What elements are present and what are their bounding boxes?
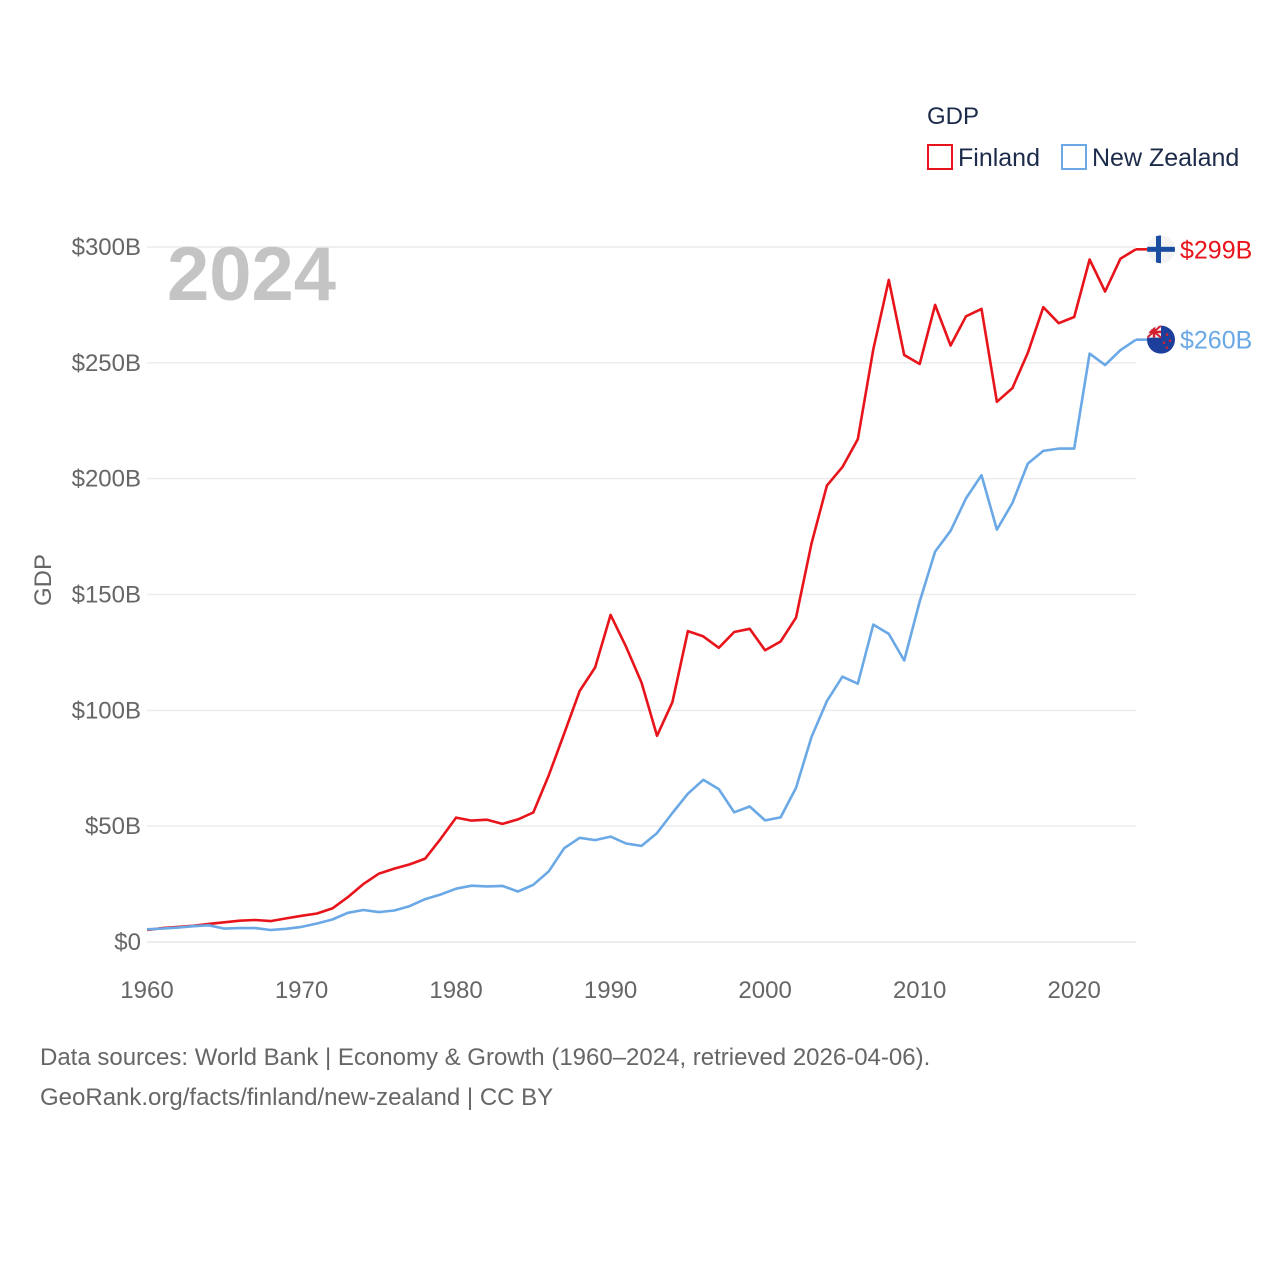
- gridlines: [147, 246, 1136, 943]
- legend: GDP Finland New Zealand: [927, 103, 1239, 172]
- end-markers: $299B $260B: [1136, 235, 1252, 355]
- end-value-label-finland: $299B: [1180, 236, 1252, 264]
- legend-item-finland[interactable]: Finland: [927, 144, 1040, 172]
- legend-title: GDP: [927, 103, 979, 130]
- x-tick-label: 1970: [275, 977, 328, 1004]
- x-tick-label: 2010: [893, 977, 946, 1004]
- y-tick-label: $0: [114, 929, 141, 956]
- new-zealand-flag-icon: [1147, 325, 1175, 354]
- source-line-2[interactable]: GeoRank.org/facts/finland/new-zealand | …: [40, 1084, 554, 1111]
- legend-swatch-finland: [927, 144, 953, 170]
- x-tick-label: 1980: [429, 977, 482, 1004]
- year-watermark: 2024: [167, 232, 336, 317]
- y-tick-label: $150B: [72, 582, 141, 609]
- legend-label-finland: Finland: [958, 144, 1040, 172]
- series-line-new-zealand[interactable]: [146, 338, 1137, 932]
- x-tick-label: 1990: [584, 977, 637, 1004]
- y-tick-label: $100B: [72, 697, 141, 724]
- finland-flag-icon: [1147, 235, 1175, 264]
- x-tick-label: 2020: [1047, 977, 1100, 1004]
- y-axis-ticks: $0 $50B $100B $150B $200B $250B $300B: [72, 234, 141, 956]
- y-tick-label: $300B: [72, 234, 141, 261]
- series-lines: [146, 248, 1137, 932]
- series-line-finland[interactable]: [146, 248, 1137, 932]
- y-tick-label: $50B: [85, 813, 141, 840]
- y-axis-title: GDP: [30, 554, 57, 606]
- x-axis-ticks: 1960 1970 1980 1990 2000 2010 2020: [120, 977, 1101, 1004]
- end-value-label-new-zealand: $260B: [1180, 327, 1252, 355]
- x-tick-label: 1960: [120, 977, 173, 1004]
- legend-label-new-zealand: New Zealand: [1092, 144, 1239, 172]
- y-tick-label: $200B: [72, 466, 141, 493]
- x-tick-label: 2000: [738, 977, 791, 1004]
- legend-swatch-new-zealand: [1061, 144, 1087, 170]
- source-line-1: Data sources: World Bank | Economy & Gro…: [40, 1044, 931, 1071]
- y-tick-label: $250B: [72, 350, 141, 377]
- legend-item-new-zealand[interactable]: New Zealand: [1061, 144, 1239, 172]
